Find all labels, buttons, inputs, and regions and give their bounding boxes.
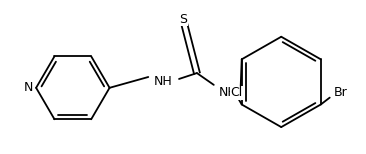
- Text: S: S: [179, 13, 187, 26]
- Text: Br: Br: [334, 86, 347, 99]
- Text: Cl: Cl: [231, 86, 243, 99]
- Text: N: N: [23, 81, 33, 94]
- Text: NH: NH: [218, 86, 237, 99]
- Text: NH: NH: [154, 75, 172, 88]
